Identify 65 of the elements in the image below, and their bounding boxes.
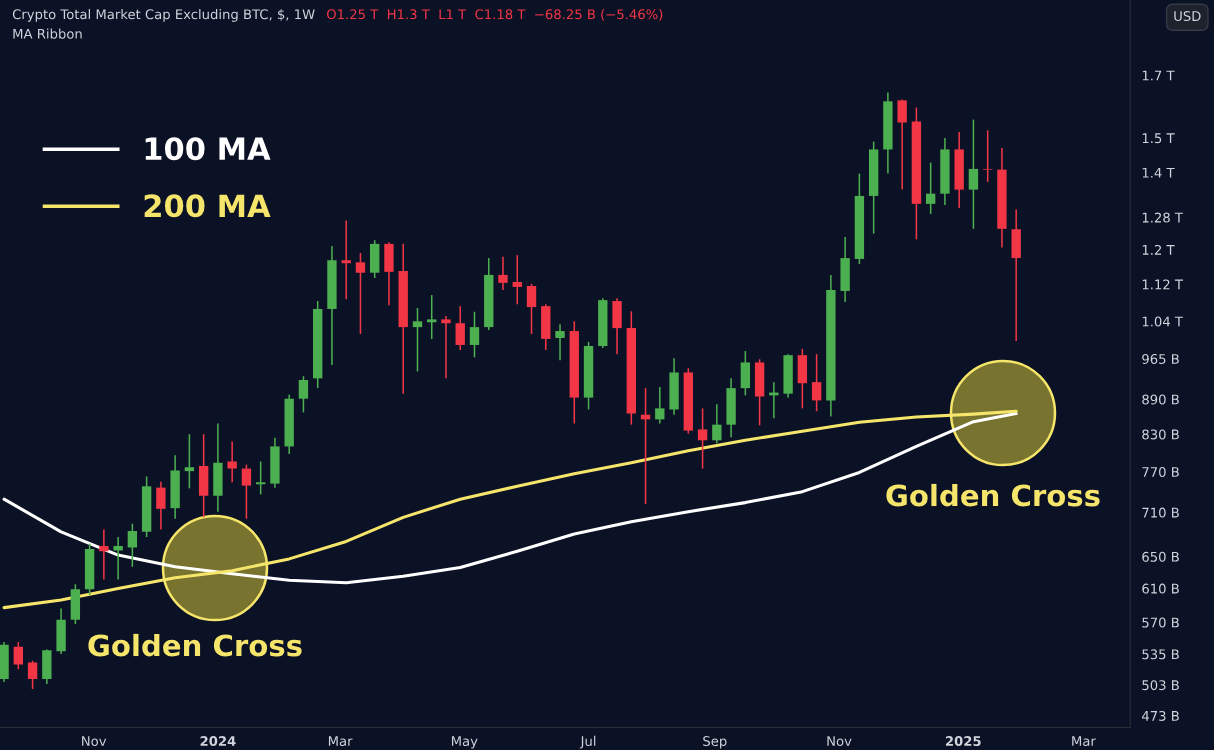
candlestick [498,256,508,291]
candlestick [512,254,522,306]
text: Crypto Total Market Cap Excluding BTC, $, 1W [12,9,315,22]
candlestick [255,460,266,496]
x-tick-label: 2025 [945,736,981,747]
y-tick-label: 710 B [1142,507,1179,518]
candlestick [712,403,722,445]
candlestick [455,305,465,351]
y-tick-label: 473 B [1141,710,1179,721]
x-tick-label: Mar [1072,736,1096,747]
x-tick-label: Nov [827,736,852,747]
y-tick-label: 503 B [1142,680,1179,691]
candlestick [13,641,24,671]
annotation: O1.25 T H1.3 T L1 T C1.18 T −68.25 B (−5.46%) [327,9,663,21]
y-tick-label: 1.12 T [1142,279,1184,290]
candlestick [427,294,437,340]
annotation: Golden Cross [88,633,302,657]
x-tick-label: Sep [703,736,727,749]
y-tick-label: 535 B [1142,649,1179,660]
candlestick [27,659,38,690]
x-tick-label: Nov [82,736,107,747]
candlestick [925,161,936,215]
candlestick [655,386,665,425]
candlestick [156,480,166,531]
candlestick [113,536,123,581]
y-tick-label: 1.7 T [1142,70,1175,81]
x-tick-label: Jul [579,735,596,749]
candlestick [697,407,708,470]
candlestick [355,252,366,335]
y-tick-label: 965 B [1142,354,1179,364]
y-tick-label: 1.28 T [1142,212,1184,223]
y-tick-label: 610 B [1142,583,1179,594]
candlestick [298,375,309,414]
candlestick [526,283,537,335]
candlestick [127,523,138,568]
y-tick-label: 890 B [1142,394,1179,405]
candlestick [811,353,822,412]
candlestick [968,118,979,230]
candlestick [469,311,480,358]
legend-label: 200 MA [144,194,271,218]
y-tick-label: 650 B [1142,551,1179,562]
annotation: Golden Cross [886,483,1100,507]
candlestick [227,440,237,484]
text: USD [1174,11,1201,22]
y-tick-label: 770 B [1142,467,1179,477]
candlestick [412,307,423,373]
candlestick [897,98,907,191]
x-tick-label: 2024 [200,736,236,747]
y-tick-label: 1.2 T [1142,244,1175,255]
candlestick [555,323,565,362]
candlestick [184,433,195,490]
y-tick-label: 1.4 T [1142,167,1175,178]
y-tick-label: 570 B [1142,617,1179,628]
x-tick-label: May [451,736,478,749]
candlestick [983,129,993,183]
legend-label: 100 MA [145,137,271,161]
candlestick [99,528,109,581]
candlestick [341,219,351,300]
y-tick-label: 830 B [1142,429,1179,440]
candlestick [241,463,252,520]
y-tick-label: 1.04 T [1142,316,1184,327]
x-tick-label: Mar [328,736,353,747]
text: MA Ribbon [13,28,82,39]
y-tick-label: 1.5 T [1142,133,1175,144]
candlestick [441,315,451,380]
